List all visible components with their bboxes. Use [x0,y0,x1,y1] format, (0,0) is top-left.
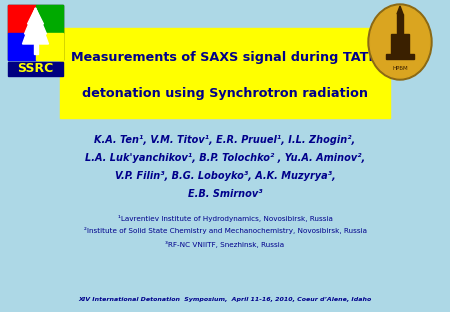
Text: L.A. Luk'yanchikov¹, B.P. Tolochko² , Yu.A. Aminov²,: L.A. Luk'yanchikov¹, B.P. Tolochko² , Yu… [85,153,365,163]
Bar [386,54,414,59]
Text: Measurements of SAXS signal during TATB: Measurements of SAXS signal during TATB [72,51,378,65]
Text: ¹Lavrentiev Institute of Hydrodynamics, Novosibirsk, Russia: ¹Lavrentiev Institute of Hydrodynamics, … [117,215,333,222]
Bar [8,32,36,60]
Text: ³RF-NC VNIITF, Snezhinsk, Russia: ³RF-NC VNIITF, Snezhinsk, Russia [166,241,284,247]
Bar [8,62,63,76]
Polygon shape [24,8,46,34]
FancyBboxPatch shape [60,28,390,118]
Text: K.A. Ten¹, V.M. Titov¹, E.R. Pruuel¹, I.L. Zhogin²,: K.A. Ten¹, V.M. Titov¹, E.R. Pruuel¹, I.… [94,135,356,145]
Bar [403,34,409,54]
Text: detonation using Synchrotron radiation: detonation using Synchrotron radiation [82,86,368,100]
Bar [8,5,63,60]
Bar [397,14,403,58]
Bar [391,34,397,54]
Bar [33,44,37,54]
Text: E.B. Smirnov³: E.B. Smirnov³ [188,189,262,199]
Text: НРБМ: НРБМ [392,66,408,71]
Ellipse shape [370,6,430,78]
Polygon shape [397,6,403,14]
Bar [36,32,63,60]
Bar [8,5,36,32]
Text: XIV International Detonation  Symposium,  April 11-16, 2010, Coeur d’Alene, Idah: XIV International Detonation Symposium, … [78,298,372,303]
Polygon shape [27,8,44,24]
Ellipse shape [368,4,432,80]
Polygon shape [22,8,49,44]
Text: SSRC: SSRC [18,62,54,76]
Text: ²Institute of Solid State Chemistry and Mechanochemistry, Novosibirsk, Russia: ²Institute of Solid State Chemistry and … [84,227,366,235]
Text: V.P. Filin³, B.G. Loboyko³, A.K. Muzyrya³,: V.P. Filin³, B.G. Loboyko³, A.K. Muzyrya… [115,171,335,181]
Bar [36,5,63,32]
